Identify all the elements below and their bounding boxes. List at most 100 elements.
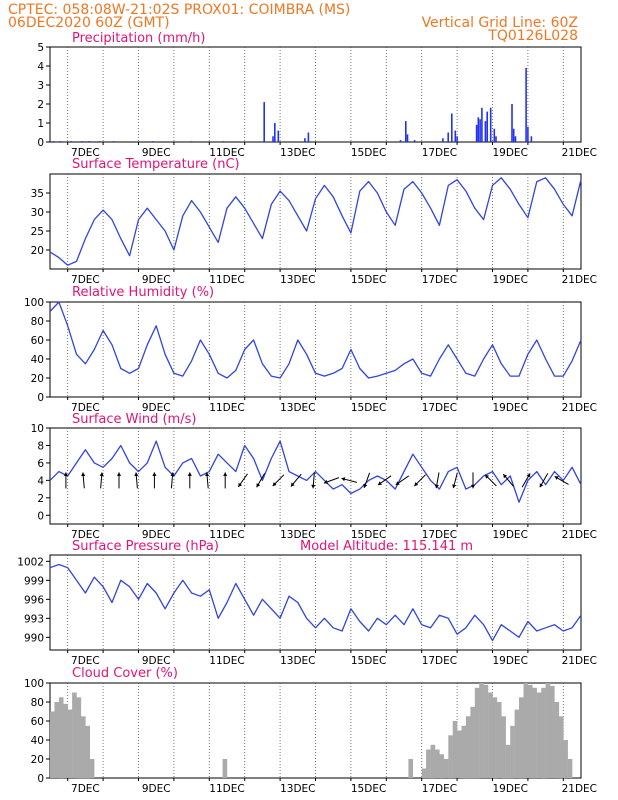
humidity-title: Relative Humidity (%) bbox=[72, 285, 214, 300]
x-tick-label: 21DEC bbox=[562, 402, 597, 414]
x-tick-label: 21DEC bbox=[562, 783, 597, 795]
cloud-cover-bar bbox=[448, 735, 453, 779]
header-model-code: TQ0126L028 bbox=[487, 28, 578, 44]
precipitation-title: Precipitation (mm/h) bbox=[72, 31, 205, 46]
x-tick-label: 9DEC bbox=[142, 147, 171, 159]
precipitation-bar bbox=[406, 134, 409, 142]
precipitation-gridlines bbox=[67, 47, 564, 145]
y-tick-label: 2 bbox=[37, 99, 44, 111]
wind-arrow bbox=[521, 473, 531, 488]
precipitation-y-ticks: 0 1 2 3 4 5 bbox=[37, 42, 50, 149]
x-tick-label: 9DEC bbox=[142, 783, 171, 795]
wind-arrow-head bbox=[152, 472, 157, 476]
y-tick-label: 30 bbox=[31, 207, 44, 219]
precipitation-bar bbox=[70, 141, 72, 142]
precipitation-bar bbox=[88, 141, 90, 142]
precipitation-bar bbox=[52, 141, 55, 142]
wind-arrow-head bbox=[187, 472, 192, 476]
x-tick-label: 11DEC bbox=[209, 274, 244, 286]
cloud-cover-bar bbox=[89, 759, 95, 778]
pressure-x-ticks: 7DEC 9DEC 11DEC 13DEC 15DEC 17DEC 19DEC 21DEC bbox=[71, 655, 597, 667]
cloud-cover-gridlines bbox=[67, 683, 564, 781]
model-altitude-label: Model Altitude: 115.141 m bbox=[300, 539, 473, 554]
wind-arrow-head bbox=[434, 484, 439, 489]
temperature-y-ticks: 20 25 30 35 bbox=[31, 188, 50, 257]
y-tick-label: 4 bbox=[37, 475, 44, 487]
x-tick-label: 15DEC bbox=[351, 783, 386, 795]
x-tick-label: 19DEC bbox=[492, 529, 527, 541]
y-tick-label: 2 bbox=[37, 493, 44, 505]
cloud-cover-bar bbox=[545, 683, 551, 778]
wind-direction-arrows bbox=[63, 472, 569, 489]
temperature-title: Surface Temperature (nC) bbox=[72, 157, 240, 172]
cloud-cover-bar bbox=[550, 685, 555, 778]
pressure-title: Surface Pressure (hPa) bbox=[72, 539, 219, 554]
y-tick-label: 990 bbox=[24, 632, 44, 644]
precipitation-bar bbox=[98, 141, 101, 142]
wind-arrow-head bbox=[363, 483, 368, 488]
wind-arrow bbox=[290, 473, 302, 487]
wind-arrow bbox=[452, 472, 458, 489]
cloud-cover-bar bbox=[527, 684, 533, 778]
panel-wind: Surface Wind (m/s) 0 2 4 6 8 10 7DEC 9DEC 11DEC… bbox=[31, 412, 597, 541]
y-tick-label: 10 bbox=[31, 423, 44, 435]
cloud-cover-bar bbox=[474, 687, 480, 779]
y-tick-label: 0 bbox=[37, 137, 44, 149]
cloud-cover-bar bbox=[479, 683, 484, 778]
wind-arrow-head bbox=[470, 484, 476, 489]
x-tick-label: 9DEC bbox=[142, 655, 171, 667]
header-location: CPTEC: 058:08W-21:02S PROX01: COIMBRA (M… bbox=[8, 2, 350, 18]
wind-arrow bbox=[116, 472, 122, 489]
y-tick-label: 20 bbox=[31, 245, 44, 257]
precipitation-bar bbox=[481, 107, 483, 142]
wind-arrow bbox=[377, 475, 392, 486]
cloud-cover-bar bbox=[408, 759, 414, 778]
y-tick-label: 0 bbox=[37, 773, 44, 785]
precipitation-bar bbox=[511, 104, 513, 142]
cloud-cover-bar bbox=[461, 725, 467, 779]
precipitation-bar bbox=[475, 124, 478, 142]
wind-arrow-head bbox=[554, 476, 559, 480]
cloud-cover-bar bbox=[492, 697, 498, 779]
wind-arrow bbox=[256, 473, 266, 488]
x-tick-label: 15DEC bbox=[351, 529, 386, 541]
wind-arrow-head bbox=[526, 473, 531, 478]
cloud-cover-bar bbox=[514, 709, 520, 778]
precipitation-bar bbox=[274, 123, 276, 142]
y-tick-label: 6 bbox=[37, 458, 44, 470]
precipitation-bar bbox=[112, 141, 115, 142]
wind-arrow-head bbox=[414, 482, 419, 486]
wind-arrow bbox=[170, 472, 175, 489]
precipitation-bar bbox=[451, 113, 453, 142]
cloud-cover-bar bbox=[81, 716, 86, 779]
precipitation-bar bbox=[486, 111, 488, 142]
precipitation-bar bbox=[59, 141, 62, 142]
precipitation-bar bbox=[512, 128, 515, 142]
x-tick-label: 21DEC bbox=[562, 274, 597, 286]
precipitation-bar bbox=[493, 128, 496, 142]
precipitation-bar bbox=[477, 117, 480, 142]
cloud-cover-bar bbox=[532, 687, 537, 779]
temperature-series bbox=[49, 177, 582, 266]
cloud-cover-bar bbox=[63, 703, 68, 778]
y-tick-label: 40 bbox=[31, 735, 44, 747]
cloud-cover-bar bbox=[67, 709, 73, 778]
y-tick-label: 80 bbox=[31, 316, 44, 328]
y-tick-label: 100 bbox=[24, 678, 44, 690]
x-tick-label: 9DEC bbox=[142, 529, 171, 541]
humidity-x-ticks: 7DEC 9DEC 11DEC 13DEC 15DEC 17DEC 19DEC 21DEC bbox=[71, 402, 597, 414]
x-tick-label: 13DEC bbox=[280, 274, 315, 286]
wind-arrow-head bbox=[395, 481, 400, 485]
wind-arrow-head bbox=[485, 474, 489, 479]
precipitation-frame bbox=[49, 46, 582, 143]
cloud-cover-bar bbox=[554, 702, 560, 778]
wind-arrow bbox=[237, 473, 248, 488]
x-tick-label: 15DEC bbox=[351, 402, 386, 414]
x-tick-label: 13DEC bbox=[280, 655, 315, 667]
cloud-cover-title: Cloud Cover (%) bbox=[72, 666, 178, 681]
cloud-cover-bar bbox=[435, 749, 440, 778]
temperature-gridlines bbox=[67, 174, 564, 272]
x-tick-label: 19DEC bbox=[492, 402, 527, 414]
precipitation-bar bbox=[399, 140, 402, 142]
x-tick-label: 9DEC bbox=[142, 402, 171, 414]
